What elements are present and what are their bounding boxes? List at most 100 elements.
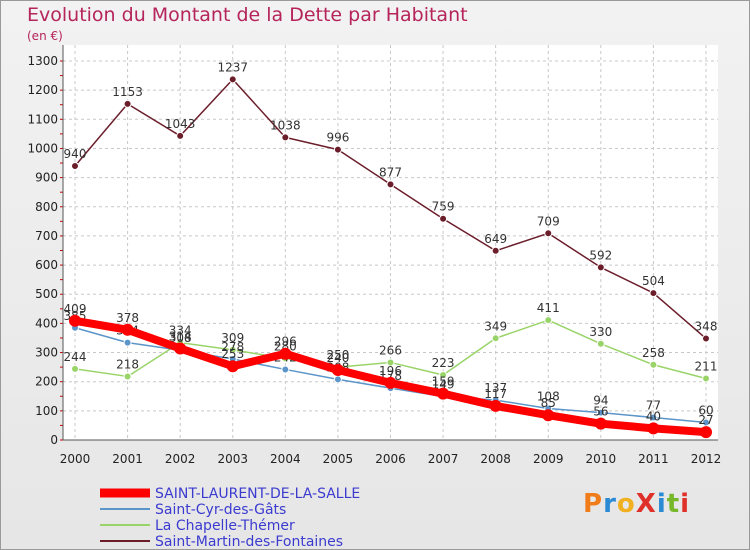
data-point xyxy=(649,413,658,422)
data-label: 244 xyxy=(64,350,87,364)
data-label: 308 xyxy=(169,331,192,345)
data-point xyxy=(228,345,237,354)
y-tick-label: 800 xyxy=(35,200,58,214)
data-label: 709 xyxy=(537,214,560,228)
data-label: 40 xyxy=(646,409,661,423)
data-label: 77 xyxy=(646,399,661,413)
x-tick-label: 2010 xyxy=(586,452,617,466)
data-point xyxy=(226,360,239,373)
data-point xyxy=(121,323,134,336)
x-tick-label: 2002 xyxy=(165,452,196,466)
data-point xyxy=(542,409,555,422)
data-point xyxy=(702,374,710,383)
data-label: 85 xyxy=(541,396,556,410)
data-label: 280 xyxy=(274,339,297,353)
data-label: 877 xyxy=(379,165,402,179)
legend-label: Saint-Martin-des-Fontaines xyxy=(155,534,343,550)
data-label: 330 xyxy=(589,325,612,339)
data-point xyxy=(174,342,187,355)
data-point xyxy=(491,334,500,343)
data-point xyxy=(176,131,185,140)
data-point xyxy=(123,99,132,108)
data-point xyxy=(647,422,660,435)
data-label: 309 xyxy=(221,331,244,345)
data-point xyxy=(596,339,605,348)
y-tick-label: 1300 xyxy=(27,54,58,68)
data-label: 996 xyxy=(326,131,349,145)
data-point xyxy=(491,246,500,255)
data-point xyxy=(71,161,79,170)
data-point xyxy=(384,376,397,389)
data-label: 60 xyxy=(698,404,713,418)
data-label: 349 xyxy=(484,319,507,333)
x-tick-label: 2012 xyxy=(691,452,722,466)
data-point xyxy=(649,360,658,369)
data-point xyxy=(279,347,292,360)
y-tick-label: 200 xyxy=(35,375,58,389)
data-label: 314 xyxy=(169,329,192,343)
data-label: 223 xyxy=(432,356,455,370)
data-point xyxy=(649,289,658,298)
data-point xyxy=(333,375,342,384)
data-point xyxy=(386,180,395,189)
legend-label: SAINT-LAURENT-DE-LA-SALLE xyxy=(155,486,360,502)
data-point xyxy=(123,338,132,347)
x-tick-label: 2008 xyxy=(480,452,511,466)
data-label: 1043 xyxy=(165,117,196,131)
data-label: 94 xyxy=(593,394,608,408)
x-tick-label: 2004 xyxy=(270,452,301,466)
data-label: 348 xyxy=(695,320,718,334)
data-point xyxy=(71,364,79,373)
x-tick-label: 2011 xyxy=(638,452,669,466)
data-point xyxy=(596,263,605,272)
data-label: 1153 xyxy=(112,85,143,99)
data-label: 218 xyxy=(116,357,139,371)
data-label: 649 xyxy=(484,232,507,246)
data-label: 334 xyxy=(169,324,192,338)
y-tick-label: 700 xyxy=(35,229,58,243)
data-label: 258 xyxy=(642,346,665,360)
x-tick-label: 2007 xyxy=(428,452,459,466)
x-tick-label: 2006 xyxy=(375,452,406,466)
data-label: 196 xyxy=(379,364,402,378)
y-tick-label: 1200 xyxy=(27,83,58,97)
data-label: 27 xyxy=(698,413,713,427)
data-point xyxy=(69,314,81,327)
y-tick-label: 900 xyxy=(35,171,58,185)
data-point xyxy=(700,426,712,439)
y-tick-label: 0 xyxy=(50,433,58,447)
data-point xyxy=(439,370,448,379)
data-label: 211 xyxy=(695,359,718,373)
x-tick-label: 2009 xyxy=(533,452,564,466)
data-point xyxy=(544,316,553,325)
data-label: 1038 xyxy=(270,118,301,132)
data-label: 108 xyxy=(537,390,560,404)
data-label: 137 xyxy=(484,381,507,395)
data-label: 759 xyxy=(432,200,455,214)
data-point xyxy=(331,364,344,377)
plot-area xyxy=(63,45,718,440)
data-point xyxy=(489,399,502,412)
data-label: 278 xyxy=(221,340,244,354)
data-point xyxy=(596,408,605,417)
y-tick-label: 100 xyxy=(35,404,58,418)
data-label: 253 xyxy=(221,347,244,361)
data-point xyxy=(386,358,395,367)
data-label: 378 xyxy=(116,311,139,325)
data-point xyxy=(123,372,132,381)
data-label: 940 xyxy=(64,147,87,161)
data-point xyxy=(702,418,710,427)
data-label: 1237 xyxy=(217,60,248,74)
data-point xyxy=(333,145,342,154)
y-tick-label: 400 xyxy=(35,316,58,330)
data-label: 250 xyxy=(326,348,349,362)
x-tick-label: 2001 xyxy=(112,452,143,466)
y-tick-label: 500 xyxy=(35,287,58,301)
data-label: 117 xyxy=(484,387,507,401)
data-label: 149 xyxy=(432,378,455,392)
y-tick-label: 1000 xyxy=(27,141,58,155)
x-tick-label: 2003 xyxy=(217,452,248,466)
data-label: 159 xyxy=(432,375,455,389)
data-point xyxy=(281,365,290,374)
